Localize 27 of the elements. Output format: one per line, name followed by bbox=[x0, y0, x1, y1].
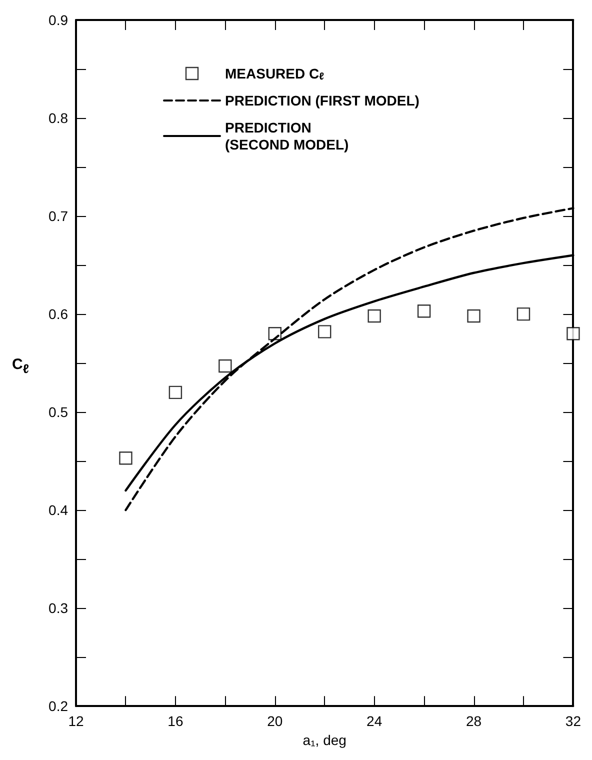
x-axis-title: a₁, deg bbox=[302, 732, 346, 748]
y-tick-label: 0.8 bbox=[48, 110, 68, 126]
x-tick-label: 20 bbox=[267, 713, 283, 730]
y-tick-label: 0.4 bbox=[48, 502, 68, 518]
point bbox=[417, 304, 431, 318]
legend-label: PREDICTION (SECOND MODEL) bbox=[225, 120, 349, 152]
point bbox=[368, 309, 381, 323]
legend-label: PREDICTION (FIRST MODEL) bbox=[225, 92, 420, 108]
x-tick-label: 32 bbox=[565, 713, 582, 730]
x-tick-label: 28 bbox=[466, 713, 482, 730]
point bbox=[516, 307, 530, 321]
y-tick-label: 0.7 bbox=[48, 208, 68, 224]
y-tick-label: 0.6 bbox=[48, 306, 68, 322]
y-tick-label: 0.3 bbox=[48, 600, 68, 616]
x-tick-label: 16 bbox=[168, 713, 184, 730]
point bbox=[318, 325, 332, 338]
y-axis-title: C$_{ℓ}$ bbox=[12, 356, 29, 376]
point bbox=[467, 309, 480, 323]
y-tick-label: 0.9 bbox=[48, 12, 68, 28]
point bbox=[168, 386, 182, 400]
point bbox=[119, 452, 132, 465]
point bbox=[218, 359, 232, 373]
x-tick-label: 24 bbox=[366, 713, 382, 730]
x-tick-label: 12 bbox=[68, 713, 84, 730]
y-tick-label: 0.5 bbox=[48, 404, 68, 420]
y-tick-label: 0.2 bbox=[48, 698, 68, 714]
point bbox=[566, 327, 580, 340]
